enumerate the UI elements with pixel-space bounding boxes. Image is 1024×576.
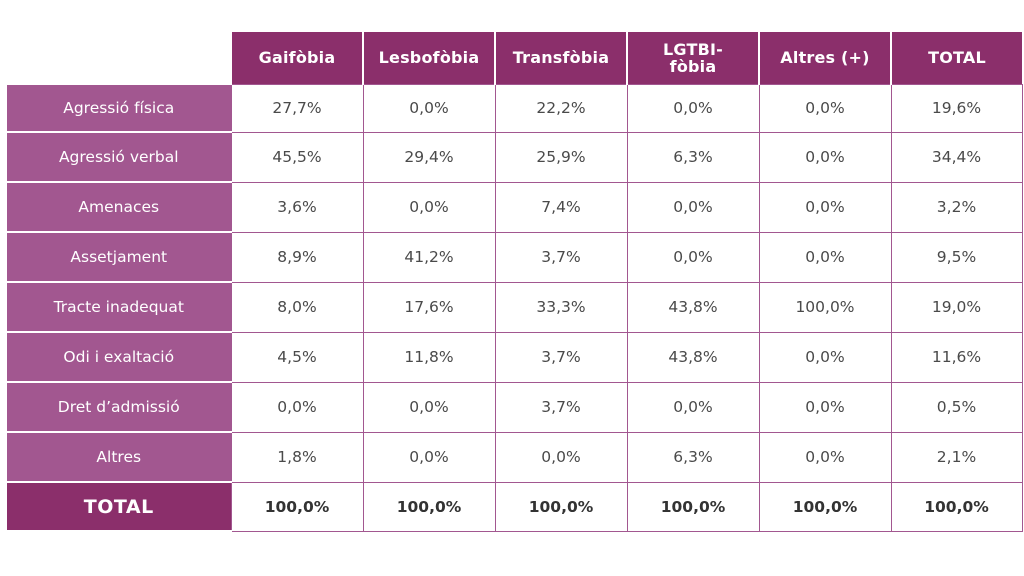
corner-cell: [7, 32, 231, 84]
table-cell: 6,3%: [626, 431, 760, 483]
row-label: Odi i exaltació: [7, 331, 231, 383]
data-table: Gaifòbia Lesbofòbia Transfòbia LGTBI- fò…: [7, 32, 1023, 532]
table-cell: 0,0%: [758, 83, 892, 133]
table-cell: 0,0%: [758, 431, 892, 483]
table-cell: 0,0%: [362, 181, 496, 233]
table-cell: 3,6%: [230, 181, 364, 233]
total-cell: 100,0%: [626, 481, 760, 532]
table-cell: 0,0%: [626, 381, 760, 433]
column-header: Gaifòbia: [230, 32, 363, 84]
table-cell: 3,7%: [494, 381, 628, 433]
table-cell: 19,6%: [890, 83, 1023, 133]
table-row: Agressió verbal 45,5% 29,4% 25,9% 6,3% 0…: [7, 131, 1023, 183]
table-cell: 17,6%: [362, 281, 496, 333]
table-cell: 0,0%: [626, 83, 760, 133]
table-row: Amenaces 3,6% 0,0% 7,4% 0,0% 0,0% 3,2%: [7, 181, 1023, 233]
table-cell: 0,0%: [362, 431, 496, 483]
table-cell: 0,0%: [362, 381, 496, 433]
total-cell: 100,0%: [890, 481, 1023, 532]
table-cell: 3,2%: [890, 181, 1023, 233]
table-cell: 1,8%: [230, 431, 364, 483]
row-label: Altres: [7, 431, 231, 483]
table-cell: 100,0%: [758, 281, 892, 333]
total-row: TOTAL 100,0% 100,0% 100,0% 100,0% 100,0%…: [7, 481, 1023, 532]
column-header: LGTBI- fòbia: [626, 32, 759, 84]
table-cell: 0,0%: [758, 131, 892, 183]
table-cell: 0,0%: [758, 231, 892, 283]
table-row: Odi i exaltació 4,5% 11,8% 3,7% 43,8% 0,…: [7, 331, 1023, 383]
table-cell: 29,4%: [362, 131, 496, 183]
table-cell: 34,4%: [890, 131, 1023, 183]
table-cell: 2,1%: [890, 431, 1023, 483]
column-header: Lesbofòbia: [362, 32, 495, 84]
table-row: Tracte inadequat 8,0% 17,6% 33,3% 43,8% …: [7, 281, 1023, 333]
table-cell: 3,7%: [494, 231, 628, 283]
table-cell: 43,8%: [626, 281, 760, 333]
table-row: Altres 1,8% 0,0% 0,0% 6,3% 0,0% 2,1%: [7, 431, 1023, 483]
row-label: Dret d’admissió: [7, 381, 231, 433]
table-cell: 0,0%: [362, 83, 496, 133]
table-cell: 7,4%: [494, 181, 628, 233]
table-cell: 3,7%: [494, 331, 628, 383]
table-cell: 4,5%: [230, 331, 364, 383]
row-label: Assetjament: [7, 231, 231, 283]
row-label: Tracte inadequat: [7, 281, 231, 333]
total-label: TOTAL: [7, 481, 231, 532]
table-cell: 43,8%: [626, 331, 760, 383]
table-cell: 6,3%: [626, 131, 760, 183]
column-header: TOTAL: [890, 32, 1022, 84]
table-cell: 0,5%: [890, 381, 1023, 433]
table-cell: 19,0%: [890, 281, 1023, 333]
table-cell: 0,0%: [626, 231, 760, 283]
total-cell: 100,0%: [362, 481, 496, 532]
table-cell: 11,6%: [890, 331, 1023, 383]
table-cell: 0,0%: [494, 431, 628, 483]
table-cell: 0,0%: [758, 381, 892, 433]
total-cell: 100,0%: [230, 481, 364, 532]
table-cell: 22,2%: [494, 83, 628, 133]
table-cell: 9,5%: [890, 231, 1023, 283]
table-row: Agressió física 27,7% 0,0% 22,2% 0,0% 0,…: [7, 83, 1023, 133]
table-row: Dret d’admissió 0,0% 0,0% 3,7% 0,0% 0,0%…: [7, 381, 1023, 433]
table-cell: 8,9%: [230, 231, 364, 283]
table-cell: 27,7%: [230, 83, 364, 133]
total-cell: 100,0%: [758, 481, 892, 532]
table-cell: 33,3%: [494, 281, 628, 333]
header-row: Gaifòbia Lesbofòbia Transfòbia LGTBI- fò…: [7, 32, 1022, 84]
table-cell: 0,0%: [626, 181, 760, 233]
table-cell: 0,0%: [758, 331, 892, 383]
total-cell: 100,0%: [494, 481, 628, 532]
table-cell: 8,0%: [230, 281, 364, 333]
row-label: Agressió verbal: [7, 131, 231, 183]
table-cell: 45,5%: [230, 131, 364, 183]
table-cell: 41,2%: [362, 231, 496, 283]
table-cell: 25,9%: [494, 131, 628, 183]
table-row: Assetjament 8,9% 41,2% 3,7% 0,0% 0,0% 9,…: [7, 231, 1023, 283]
row-label: Amenaces: [7, 181, 231, 233]
column-header: Transfòbia: [494, 32, 627, 84]
column-header: Altres (+): [758, 32, 891, 84]
table-cell: 0,0%: [230, 381, 364, 433]
table-cell: 0,0%: [758, 181, 892, 233]
table-cell: 11,8%: [362, 331, 496, 383]
row-label: Agressió física: [7, 83, 231, 133]
